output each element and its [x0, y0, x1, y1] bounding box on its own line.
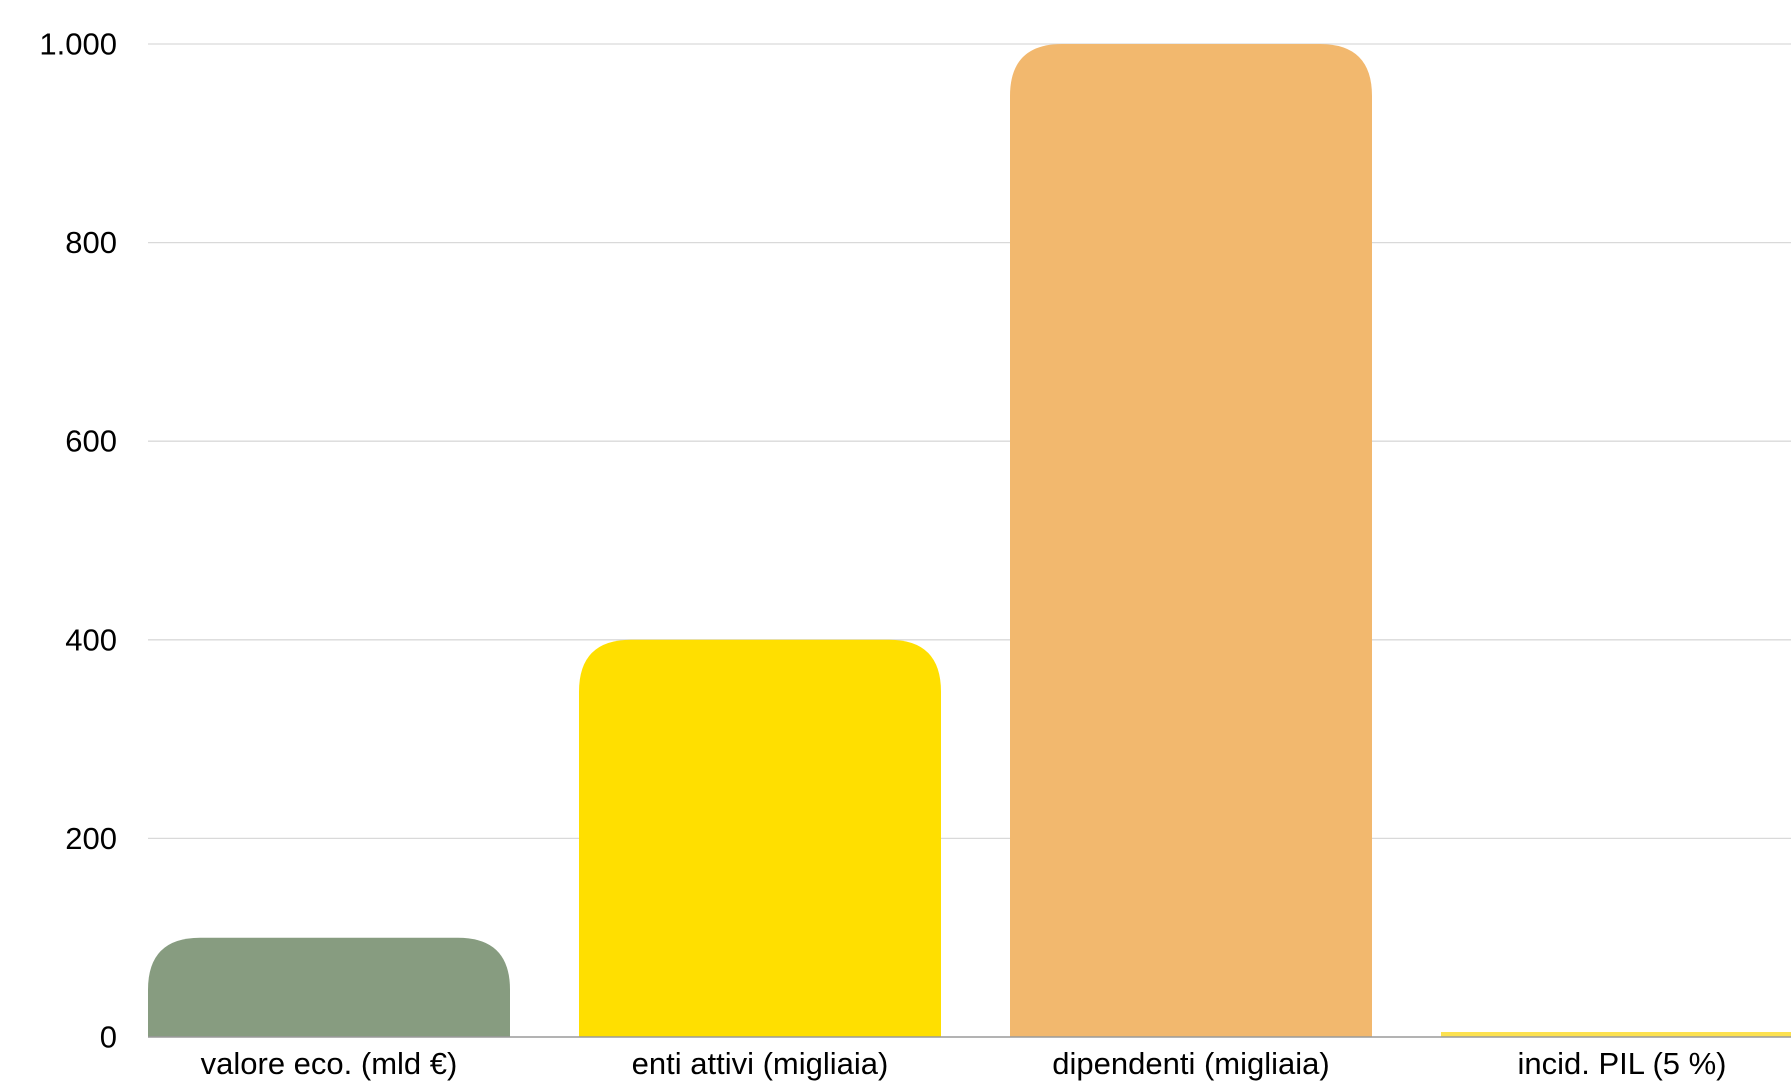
y-tick-label: 600	[65, 424, 117, 459]
x-category-label: enti attivi (migliaia)	[632, 1046, 889, 1081]
bar	[1441, 1032, 1791, 1037]
bar	[1010, 44, 1372, 1037]
y-tick-label: 200	[65, 821, 117, 856]
y-tick-label: 800	[65, 225, 117, 260]
bar	[148, 937, 510, 1037]
x-axis-labels: valore eco. (mld €) enti attivi (migliaia…	[201, 1046, 1727, 1081]
bars	[148, 44, 1791, 1037]
gridlines	[148, 43, 1791, 840]
y-tick-label: 1.000	[39, 27, 117, 62]
x-category-label: incid. PIL (5 %)	[1517, 1046, 1726, 1081]
y-tick-label: 400	[65, 622, 117, 657]
x-category-label: valore eco. (mld €)	[201, 1046, 458, 1081]
y-tick-label: 0	[100, 1020, 117, 1055]
x-category-label: dipendenti (migliaia)	[1052, 1046, 1329, 1081]
y-axis-ticks: 0 200 400 600 800 1.000	[39, 27, 117, 1055]
bar	[579, 639, 941, 1037]
